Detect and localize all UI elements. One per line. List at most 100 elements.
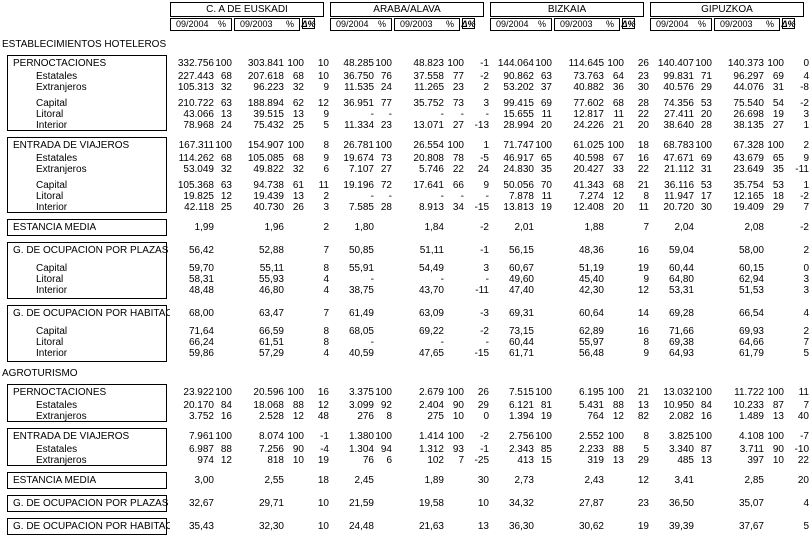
cell: 100 [695,431,712,442]
cell: 3 [483,98,489,109]
region-values: 2.343 85 2.233 88 5 [490,444,650,455]
cell: -11 [475,285,489,296]
cell: 40.882 [573,82,604,93]
cell: 10 [317,58,329,69]
cell [284,337,304,348]
cell: 21.112 [664,164,694,175]
table-row: Capital 210.722 63 188.894 62 12 36.951 77 35.75… [0,98,812,109]
cell: - [485,274,489,285]
cell: 88 [220,444,232,455]
cell: 38,75 [348,285,374,296]
cell: - [370,274,374,285]
cell [444,263,464,274]
cell: -1 [320,431,329,442]
cell: 100 [287,58,304,69]
cell: 5 [803,348,809,359]
cell: 19 [772,109,784,120]
cell: 34,32 [508,498,534,509]
cell: -2 [800,98,809,109]
cell [764,498,784,509]
cell: 35,43 [188,521,214,532]
cell: 47,65 [418,348,444,359]
table-header-columns: 09/2004% 09/2003% Δ% 09/2004% 09/2003% Δ% 09/2… [0,18,812,31]
cell: 48.285 [343,58,374,69]
region-values: 49,60 45,40 9 [490,274,650,285]
region-values: 10.950 84 10.233 87 7 [650,400,810,411]
cell: 61,71 [508,348,534,359]
region-values: 3.375 100 2.679 100 26 [330,387,490,400]
cell: 26 [637,58,649,69]
cell: 12 [612,191,624,202]
cell: 29 [772,202,784,213]
cell: 12 [637,475,649,486]
cell: 35 [540,164,552,175]
cell: 32 [220,82,232,93]
cell: - [370,109,374,120]
row-label: PERNOCTACIONES [13,58,107,69]
table-row: Litoral 58,31 55,93 4 - - - 49,60 45,40 9 64,80 62,… [0,274,812,285]
region-values: --- [330,274,490,285]
cell: 69,28 [668,308,694,319]
region-values: 1.380 100 1.414 100 -2 [330,431,490,444]
cell: 87 [772,400,784,411]
percent-label: % [445,19,454,29]
cell: 24.830 [503,164,534,175]
table-row: Estatales 6.987 88 7.256 90 -4 1.304 94 1.312 93 -… [0,444,812,455]
cell: 12 [220,455,232,466]
cell: 1,80 [354,222,374,233]
cell: 25 [292,120,304,131]
period-current-label: 09/2004 [656,19,689,29]
label-box-border [7,305,167,362]
cell: 29,71 [258,498,284,509]
region-values: 3,41 2,85 20 [650,475,810,486]
cell: 68 [292,71,304,82]
cell: 37.558 [413,71,444,82]
cell: 24 [380,82,392,93]
cell: 32 [292,82,304,93]
cell: 55,93 [258,274,284,285]
row-label: PERNOCTACIONES [13,387,107,398]
row-label: Extranjeros [36,82,87,93]
region-values: 59,04 58,00 2 [650,245,810,258]
region-values: 90.862 63 73.763 64 23 [490,71,650,82]
cell: 3.099 [348,400,374,411]
cell: 102 [427,455,444,466]
cell [604,326,624,337]
cell: 13 [292,109,304,120]
region-values: 71,64 66,59 8 [170,326,330,337]
cell: 9 [643,348,649,359]
cell [284,498,304,509]
cell: 14 [637,308,649,319]
cell: 7 [803,337,809,348]
row-label: Litoral [36,274,64,285]
region-values: 11.947 17 12.165 18 -2 [650,191,810,202]
label-box-border [7,384,167,422]
table-row: ENTRADA DE VIAJEROS 7.961 100 8.074 100 -1 1.3… [0,428,812,444]
cell: 63,09 [418,308,444,319]
table-row: Extranjeros 53.049 32 49.822 32 6 7.107 27 5.746… [0,164,812,175]
cell: 100 [695,58,712,69]
cell: 88 [612,400,624,411]
region-values: 20.720 30 19.409 29 7 [650,202,810,213]
cell [284,263,304,274]
column-header-group: 09/2004% 09/2003% Δ% [650,18,810,31]
cell: 5 [803,521,809,532]
cell: 41.343 [573,180,604,191]
cell: 3,00 [194,475,214,486]
cell: 46.917 [503,153,534,164]
region-values: 144.064 100 114.645 100 26 [490,58,650,71]
cell: 53,31 [668,285,694,296]
cell: 19.825 [183,191,214,202]
cell [444,521,464,532]
row-label: Estatales [36,444,78,455]
table-row: ESTANCIA MEDIA 1,99 1,96 2 1,80 1,84 -2 2,01 1,8… [0,219,812,236]
cell: 9 [323,109,329,120]
cell: 27 [452,120,464,131]
cell: 13 [637,400,649,411]
cell: 100 [535,58,552,69]
cell: - [388,191,392,202]
cell: 19 [540,411,552,422]
delta-header: Δ% [301,18,316,29]
cell: 16 [637,326,649,337]
cell [374,498,392,509]
